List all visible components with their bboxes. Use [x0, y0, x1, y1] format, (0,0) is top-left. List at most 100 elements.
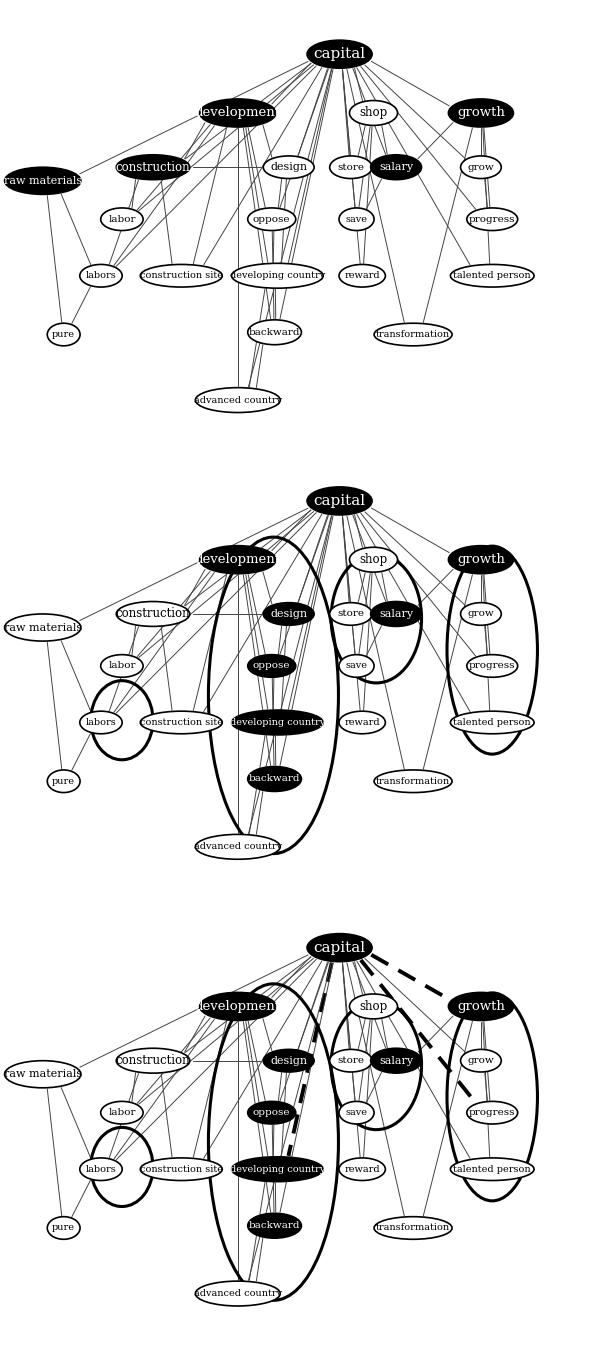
Text: growth: growth — [457, 1000, 505, 1012]
Text: advanced country: advanced country — [194, 396, 282, 405]
Text: pure: pure — [52, 1223, 75, 1233]
Ellipse shape — [5, 614, 81, 641]
Text: labor: labor — [108, 662, 136, 671]
Text: growth: growth — [457, 107, 505, 119]
Text: raw materials: raw materials — [4, 1069, 82, 1079]
Text: construction site: construction site — [140, 718, 223, 728]
Ellipse shape — [371, 1048, 422, 1073]
Text: salary: salary — [379, 1056, 413, 1065]
Ellipse shape — [307, 487, 372, 514]
Ellipse shape — [200, 992, 276, 1021]
Text: transformation: transformation — [376, 1223, 450, 1233]
Ellipse shape — [339, 655, 374, 678]
Text: store: store — [337, 163, 364, 171]
Text: reward: reward — [344, 271, 380, 281]
Ellipse shape — [448, 992, 514, 1021]
Text: design: design — [270, 609, 307, 618]
Ellipse shape — [200, 545, 276, 574]
Ellipse shape — [339, 1158, 385, 1180]
Text: construction: construction — [116, 608, 190, 621]
Text: raw materials: raw materials — [4, 176, 82, 186]
Text: reward: reward — [344, 1165, 380, 1173]
Text: advanced country: advanced country — [194, 842, 282, 852]
Text: talented person: talented person — [454, 1165, 531, 1173]
Ellipse shape — [140, 711, 222, 734]
Text: developing country: developing country — [230, 1165, 325, 1173]
Text: backward: backward — [249, 1222, 301, 1230]
Ellipse shape — [349, 100, 398, 126]
Text: capital: capital — [314, 941, 365, 954]
Ellipse shape — [467, 208, 518, 231]
Ellipse shape — [329, 157, 372, 178]
Ellipse shape — [232, 263, 323, 288]
Text: talented person: talented person — [454, 718, 531, 728]
Ellipse shape — [80, 265, 122, 288]
Ellipse shape — [116, 155, 190, 180]
Ellipse shape — [339, 265, 385, 288]
Ellipse shape — [263, 157, 314, 178]
Text: labors: labors — [86, 271, 116, 281]
Ellipse shape — [448, 99, 514, 127]
Ellipse shape — [349, 994, 398, 1019]
Ellipse shape — [329, 1049, 372, 1072]
Ellipse shape — [80, 711, 122, 734]
Ellipse shape — [196, 834, 280, 859]
Text: backward: backward — [249, 775, 301, 783]
Text: salary: salary — [379, 162, 413, 173]
Text: shop: shop — [359, 1000, 388, 1012]
Ellipse shape — [80, 1158, 122, 1180]
Ellipse shape — [140, 1158, 222, 1180]
Text: labors: labors — [86, 1165, 116, 1173]
Text: progress: progress — [469, 662, 515, 671]
Text: salary: salary — [379, 609, 413, 618]
Text: construction: construction — [116, 1054, 190, 1068]
Ellipse shape — [47, 1216, 80, 1239]
Ellipse shape — [196, 387, 280, 413]
Text: store: store — [337, 609, 364, 618]
Ellipse shape — [451, 265, 534, 288]
Text: talented person: talented person — [454, 271, 531, 281]
Ellipse shape — [5, 167, 81, 194]
Ellipse shape — [248, 767, 301, 791]
Ellipse shape — [47, 323, 80, 346]
Text: labor: labor — [108, 215, 136, 224]
Ellipse shape — [461, 157, 501, 178]
Text: development: development — [195, 1000, 281, 1012]
Text: design: design — [270, 162, 307, 173]
Text: save: save — [346, 662, 368, 671]
Ellipse shape — [374, 769, 452, 792]
Ellipse shape — [232, 1157, 323, 1181]
Ellipse shape — [467, 655, 518, 678]
Ellipse shape — [200, 99, 276, 127]
Text: growth: growth — [457, 554, 505, 566]
Text: shop: shop — [359, 554, 388, 566]
Ellipse shape — [101, 1102, 143, 1125]
Ellipse shape — [339, 208, 374, 231]
Ellipse shape — [263, 1049, 314, 1072]
Ellipse shape — [5, 1061, 81, 1088]
Text: raw materials: raw materials — [4, 622, 82, 633]
Text: save: save — [346, 1108, 368, 1118]
Text: reward: reward — [344, 718, 380, 728]
Text: pure: pure — [52, 776, 75, 786]
Ellipse shape — [101, 655, 143, 678]
Ellipse shape — [248, 655, 296, 678]
Text: developing country: developing country — [230, 271, 325, 281]
Text: capital: capital — [314, 47, 365, 61]
Ellipse shape — [339, 711, 385, 734]
Text: developing country: developing country — [230, 718, 325, 728]
Ellipse shape — [116, 1048, 190, 1073]
Ellipse shape — [248, 320, 301, 344]
Text: grow: grow — [467, 1056, 494, 1065]
Ellipse shape — [307, 40, 372, 69]
Ellipse shape — [263, 602, 314, 625]
Ellipse shape — [339, 1102, 374, 1125]
Ellipse shape — [448, 545, 514, 574]
Text: pure: pure — [52, 329, 75, 339]
Text: oppose: oppose — [253, 1108, 290, 1118]
Ellipse shape — [196, 1281, 280, 1305]
Text: capital: capital — [314, 494, 365, 508]
Ellipse shape — [47, 769, 80, 792]
Text: grow: grow — [467, 163, 494, 171]
Ellipse shape — [451, 1158, 534, 1180]
